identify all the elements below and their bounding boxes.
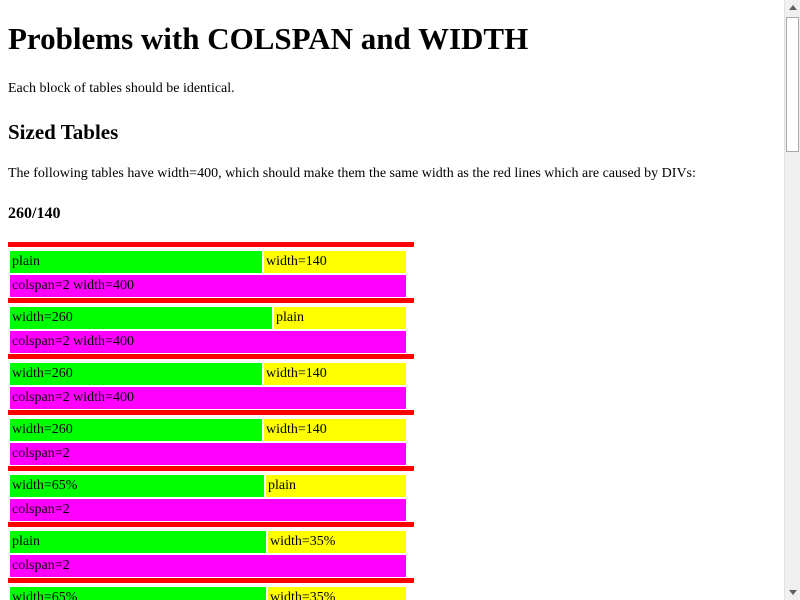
table-cell: width=260 (10, 363, 262, 385)
table-cell-colspan: colspan=2 width=400 (10, 387, 406, 409)
table-cell: width=35% (268, 587, 406, 600)
table-cell: plain (10, 531, 266, 553)
table-cell: width=65% (10, 587, 266, 600)
red-line-divider (8, 354, 414, 359)
page-title: Problems with COLSPAN and WIDTH (8, 21, 529, 56)
intro-text: Each block of tables should be identical… (8, 81, 235, 96)
red-line-divider (8, 578, 414, 583)
table-cell: width=140 (264, 363, 406, 385)
table-cell-colspan: colspan=2 width=400 (10, 331, 406, 353)
table-cell-colspan: colspan=2 (10, 555, 406, 577)
table-cell: width=35% (268, 531, 406, 553)
arrow-down-icon (789, 590, 797, 595)
scroll-up-button[interactable] (785, 0, 800, 16)
scroll-down-button[interactable] (785, 584, 800, 600)
table-cell: plain (266, 475, 406, 497)
table-cell: width=140 (264, 251, 406, 273)
subsection-title: 260/140 (8, 205, 61, 222)
red-line-divider (8, 522, 414, 527)
scrollbar-thumb[interactable] (786, 17, 799, 152)
arrow-up-icon (789, 5, 797, 10)
table-cell-colspan: colspan=2 (10, 499, 406, 521)
table-cell: plain (274, 307, 406, 329)
table-cell: width=260 (10, 307, 272, 329)
red-line-divider (8, 466, 414, 471)
vertical-scrollbar[interactable] (784, 0, 800, 600)
table-cell: width=65% (10, 475, 264, 497)
table-cell-colspan: colspan=2 (10, 443, 406, 465)
red-line-divider (8, 298, 414, 303)
red-line-divider (8, 242, 414, 247)
table-cell-colspan: colspan=2 width=400 (10, 275, 406, 297)
red-line-divider (8, 410, 414, 415)
section-title: Sized Tables (8, 120, 119, 144)
table-cell: width=260 (10, 419, 262, 441)
table-cell: width=140 (264, 419, 406, 441)
table-cell: plain (10, 251, 262, 273)
section-description: The following tables have width=400, whi… (8, 166, 696, 181)
